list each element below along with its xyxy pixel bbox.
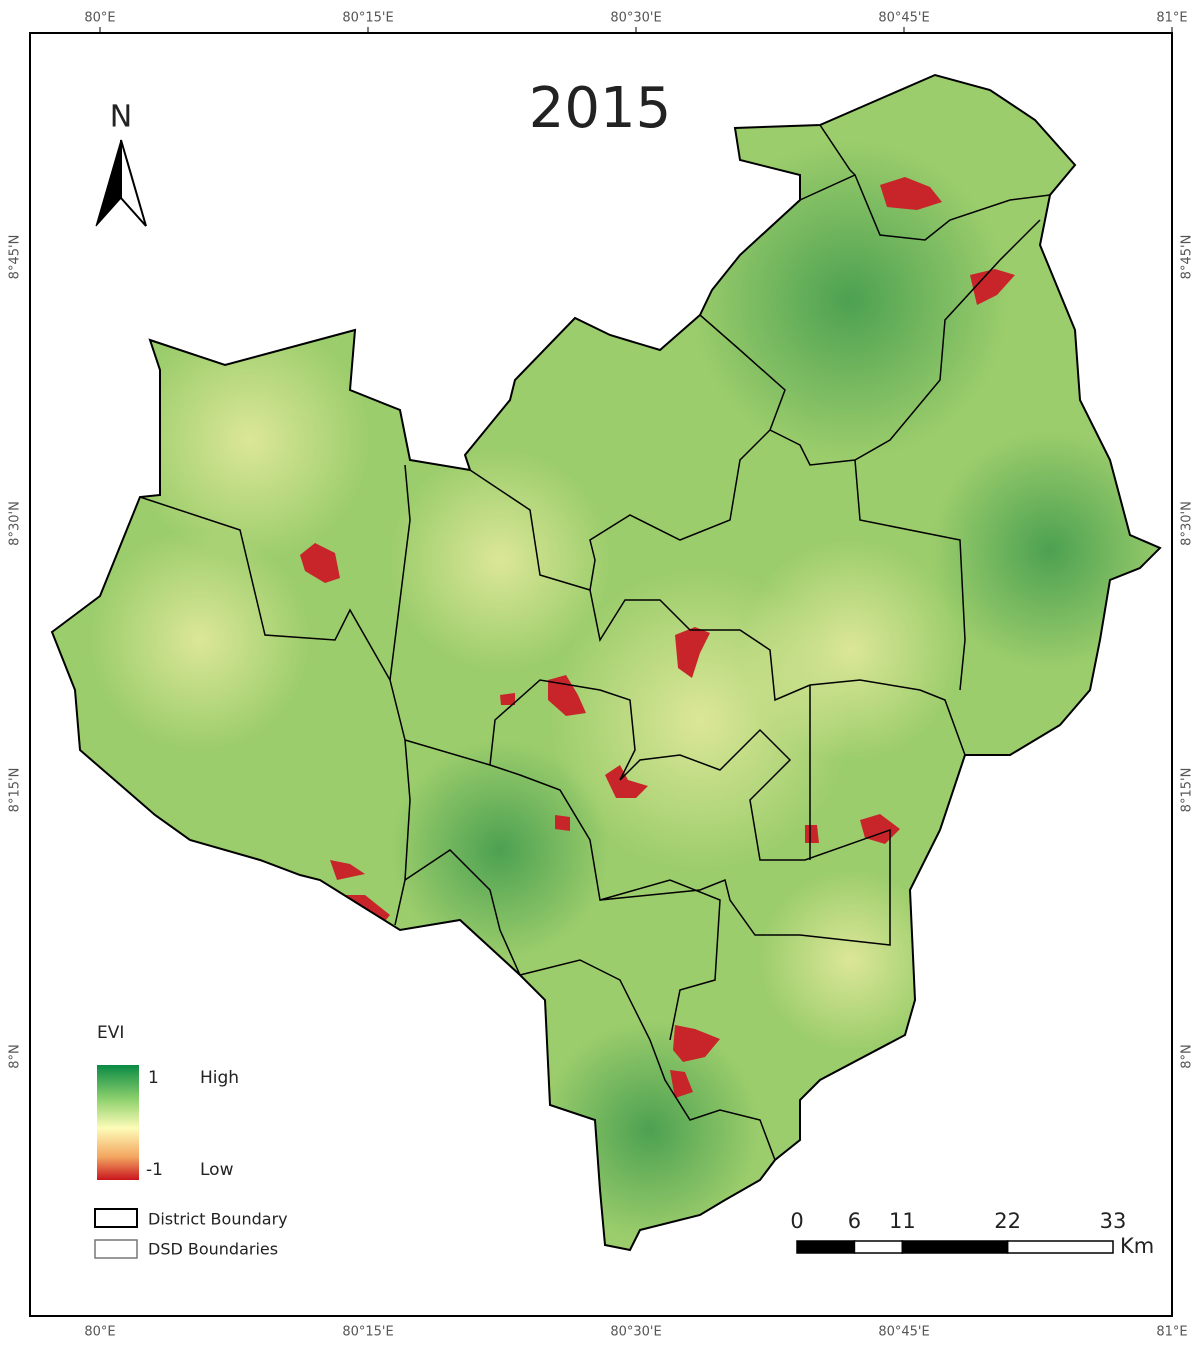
legend-min-label: Low: [200, 1160, 234, 1180]
lat-label: 8°N: [8, 1044, 23, 1069]
lon-label: 80°45'E: [878, 1325, 929, 1340]
lat-label: 8°30'N: [8, 501, 23, 546]
lon-label: 80°30'E: [610, 11, 661, 26]
lon-label: 81°E: [1156, 1325, 1187, 1340]
legend-ramp: [97, 1065, 139, 1180]
scale-segment: [853, 1240, 904, 1254]
north-arrow: [95, 139, 122, 227]
legend-swatch: [94, 1239, 138, 1259]
north-arrow: [120, 139, 147, 227]
lon-label: 80°30'E: [610, 1325, 661, 1340]
lat-label: 8°15'N: [1180, 768, 1195, 813]
scale-tick-label: 33: [1100, 1209, 1127, 1233]
legend-max-label: High: [200, 1068, 239, 1088]
legend-max: 1: [148, 1068, 159, 1088]
lat-label: 8°N: [1180, 1044, 1195, 1069]
scale-segment: [901, 1240, 1009, 1254]
scale-bar: 0 6 11 22 33: [790, 1209, 1127, 1254]
lat-label: 8°45'N: [1180, 235, 1195, 280]
lon-label: 81°E: [1156, 11, 1187, 26]
lon-label: 80°E: [84, 11, 115, 26]
legend-swatch: [94, 1208, 138, 1228]
lon-label: 80°E: [84, 1325, 115, 1340]
scale-unit: Km: [1120, 1234, 1154, 1258]
lon-label: 80°45'E: [878, 11, 929, 26]
map-frame: [29, 32, 1173, 1317]
legend-item: DSD Boundaries: [148, 1240, 278, 1259]
scale-tick-label: 11: [889, 1209, 916, 1233]
lat-label: 8°15'N: [8, 768, 23, 813]
lat-label: 8°45'N: [8, 235, 23, 280]
scale-tick-label: 6: [848, 1209, 861, 1233]
lon-label: 80°15'E: [342, 11, 393, 26]
scale-segment: [796, 1240, 856, 1254]
scale-tick-label: 0: [790, 1209, 803, 1233]
scale-tick-label: 22: [994, 1209, 1021, 1233]
map-title: 2015: [529, 76, 672, 141]
legend-title: EVI: [97, 1023, 124, 1043]
legend-item: District Boundary: [148, 1210, 288, 1229]
lat-label: 8°30'N: [1180, 501, 1195, 546]
legend-min: -1: [146, 1160, 163, 1180]
north-label: N: [110, 100, 132, 135]
scale-segment: [1006, 1240, 1114, 1254]
coordinates: 80°E 80°E 80°15'E 80°15'E 80°30'E 80°30'E 80°4…: [8, 11, 1195, 1340]
lon-label: 80°15'E: [342, 1325, 393, 1340]
